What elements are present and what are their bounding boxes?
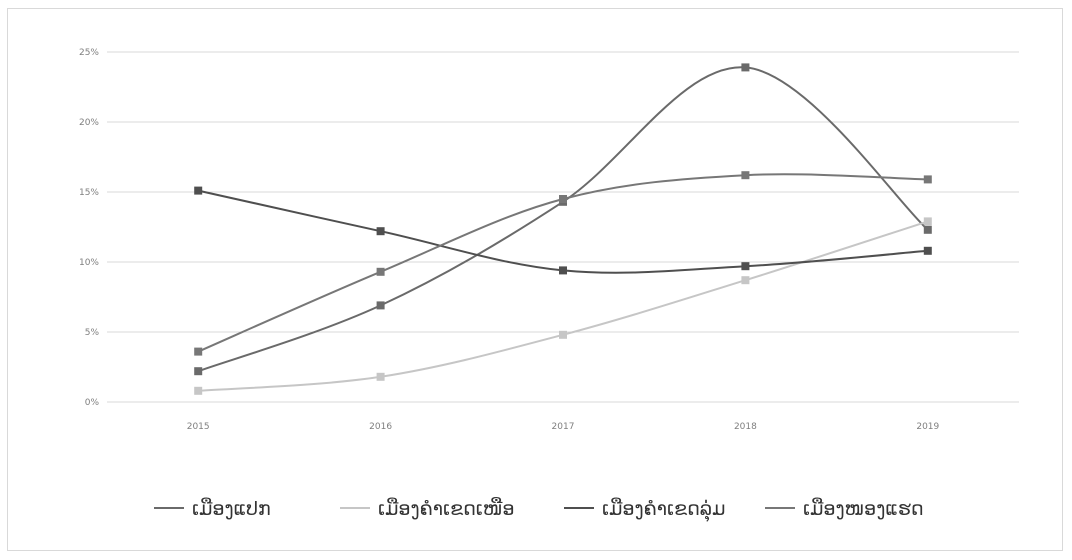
data-point xyxy=(741,171,750,180)
axes: 0% 5% 10% 15% 20% 25% 2015 2016 2017 2018 2019 xyxy=(79,48,940,432)
data-point xyxy=(376,267,385,276)
y-tick-label: 15% xyxy=(79,188,99,198)
data-point xyxy=(923,175,932,184)
data-point xyxy=(559,266,567,275)
data-point xyxy=(376,227,385,236)
line-chart: 0% 5% 10% 15% 20% 25% 2015 2016 2017 2018 2019 ເມື… xyxy=(79,48,1019,522)
gridlines xyxy=(107,51,1019,403)
legend-label: ເມືອງແປກ xyxy=(192,496,271,520)
legend-label: ເມືອງຄຳເຂດລຸ່ມ xyxy=(602,496,725,522)
data-point xyxy=(194,347,203,356)
series-4 xyxy=(194,171,932,356)
data-point xyxy=(194,186,203,195)
legend-label: ເມືອງຄຳເຂດເໜືອ xyxy=(378,496,514,520)
data-point xyxy=(376,372,385,381)
y-tick-label: 20% xyxy=(79,118,99,128)
y-tick-label: 10% xyxy=(79,258,99,268)
x-tick-label: 2018 xyxy=(734,422,757,432)
series-3 xyxy=(194,186,932,275)
legend-item-2: ເມືອງຄຳເຂດເໜືອ xyxy=(340,496,514,520)
x-tick-label: 2016 xyxy=(369,422,392,432)
data-point xyxy=(741,262,750,271)
x-tick-label: 2017 xyxy=(552,422,575,432)
data-point xyxy=(923,246,932,255)
legend-label: ເມືອງໜອງແຮດ xyxy=(803,496,924,520)
series-line xyxy=(197,66,929,373)
data-point xyxy=(741,276,750,285)
data-point xyxy=(559,330,567,339)
chart-frame: 0% 5% 10% 15% 20% 25% 2015 2016 2017 2018 2019 ເມື… xyxy=(7,8,1063,551)
data-point xyxy=(194,367,203,376)
legend: ເມືອງແປກ ເມືອງຄຳເຂດເໜືອ ເມືອງຄຳເຂດລຸ່ມ ເມືອ… xyxy=(154,496,924,522)
data-point xyxy=(923,225,932,234)
data-point xyxy=(559,195,567,203)
series-1 xyxy=(194,63,932,376)
x-tick-label: 2015 xyxy=(187,422,210,432)
y-tick-label: 5% xyxy=(85,328,100,338)
legend-item-4: ເມືອງໜອງແຮດ xyxy=(765,496,924,520)
data-point xyxy=(194,386,203,395)
y-tick-label: 0% xyxy=(85,398,100,408)
y-tick-label: 25% xyxy=(79,48,99,58)
series-2 xyxy=(194,217,932,395)
series-lines xyxy=(194,63,932,395)
data-point xyxy=(741,63,750,72)
data-point xyxy=(923,217,932,226)
series-line xyxy=(198,220,929,392)
data-point xyxy=(376,301,385,310)
x-tick-label: 2019 xyxy=(916,422,939,432)
legend-item-3: ເມືອງຄຳເຂດລຸ່ມ xyxy=(564,496,725,522)
legend-item-1: ເມືອງແປກ xyxy=(154,496,271,520)
